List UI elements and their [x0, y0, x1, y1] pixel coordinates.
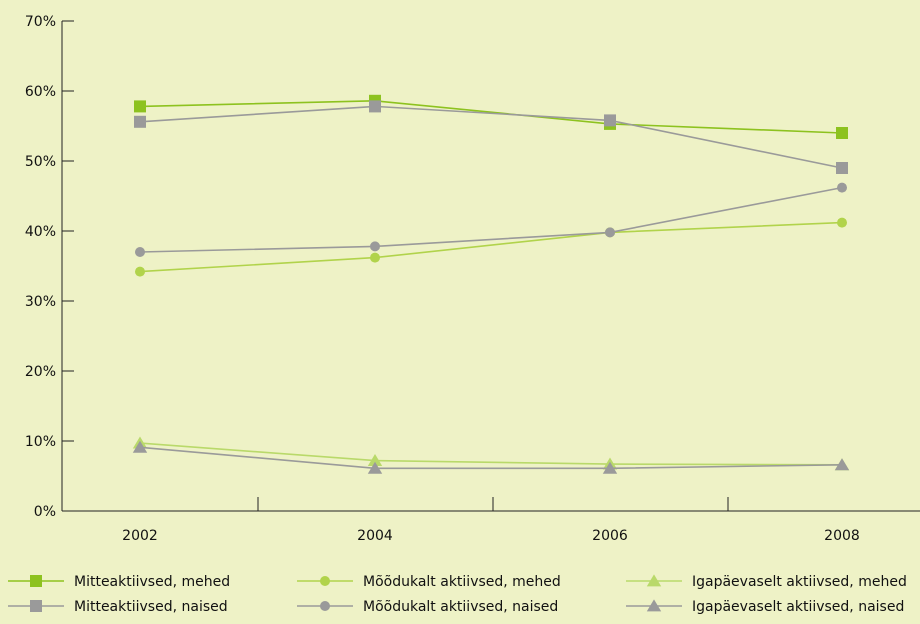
series-5 — [132, 436, 850, 471]
y-tick-label: 50% — [25, 154, 56, 170]
legend-label: Mõõdukalt aktiivsed, mehed — [363, 574, 561, 590]
data-point — [602, 461, 618, 474]
series-line — [139, 105, 843, 169]
legend-label: Mitteaktiivsed, naised — [74, 599, 228, 615]
series-line — [139, 99, 843, 134]
legend-marker — [646, 574, 662, 587]
legend-item: Mõõdukalt aktiivsed, mehed — [297, 574, 561, 590]
series-line — [139, 446, 843, 470]
legend-label: Mõõdukalt aktiivsed, naised — [363, 599, 558, 615]
legend: Mitteaktiivsed, mehed Mitteaktiivsed, nai… — [8, 574, 907, 615]
legend-marker — [30, 575, 42, 587]
legend-marker — [320, 576, 330, 586]
data-point — [134, 100, 146, 113]
legend-marker — [646, 599, 662, 612]
series-4 — [135, 182, 847, 257]
legend-marker — [320, 601, 330, 611]
y-tick-label: 30% — [25, 294, 56, 310]
y-tick-label: 70% — [25, 14, 56, 30]
data-point — [604, 114, 616, 127]
y-tick-label: 20% — [25, 364, 56, 380]
series-3 — [135, 217, 847, 277]
data-point — [367, 454, 383, 466]
legend-item: Mitteaktiivsed, mehed — [8, 574, 230, 590]
legend-marker — [30, 600, 42, 612]
data-point — [134, 115, 146, 128]
y-tick-label: 0% — [34, 504, 56, 520]
data-point — [135, 266, 145, 277]
data-point — [367, 461, 383, 474]
data-point — [370, 241, 380, 252]
legend-item: Mitteaktiivsed, naised — [8, 599, 228, 615]
data-point — [836, 162, 848, 174]
legend-item: Igapäevaselt aktiivsed, naised — [626, 599, 904, 615]
data-point — [836, 127, 848, 139]
series-line — [139, 186, 843, 253]
series-2 — [134, 100, 848, 174]
data-point — [370, 252, 380, 263]
data-point — [605, 227, 615, 238]
data-point — [135, 247, 145, 257]
data-point — [132, 440, 148, 453]
data-point — [369, 100, 381, 113]
y-tick-label: 40% — [25, 224, 56, 240]
data-point — [837, 182, 847, 193]
series-group — [132, 94, 850, 474]
legend-item: Igapäevaselt aktiivsed, mehed — [626, 574, 907, 590]
series-6 — [132, 440, 850, 474]
legend-item: Mõõdukalt aktiivsed, naised — [297, 599, 558, 615]
data-point — [834, 458, 850, 471]
series-1 — [134, 94, 848, 139]
x-tick-label: 2008 — [824, 528, 860, 544]
y-tick-label: 10% — [25, 434, 56, 450]
legend-label: Mitteaktiivsed, mehed — [74, 574, 230, 590]
legend-label: Igapäevaselt aktiivsed, mehed — [692, 574, 907, 590]
data-point — [837, 217, 847, 228]
y-tick-label: 60% — [25, 84, 56, 100]
x-tick-label: 2002 — [122, 528, 158, 544]
series-line — [139, 221, 843, 273]
legend-label: Igapäevaselt aktiivsed, naised — [692, 599, 904, 615]
x-tick-label: 2006 — [592, 528, 628, 544]
axes: 0% 10% 20% 30% 40% 50% 60% 70% 2002 2004 2006 2008 — [25, 14, 920, 544]
series-line — [139, 442, 843, 466]
x-tick-label: 2004 — [357, 528, 393, 544]
